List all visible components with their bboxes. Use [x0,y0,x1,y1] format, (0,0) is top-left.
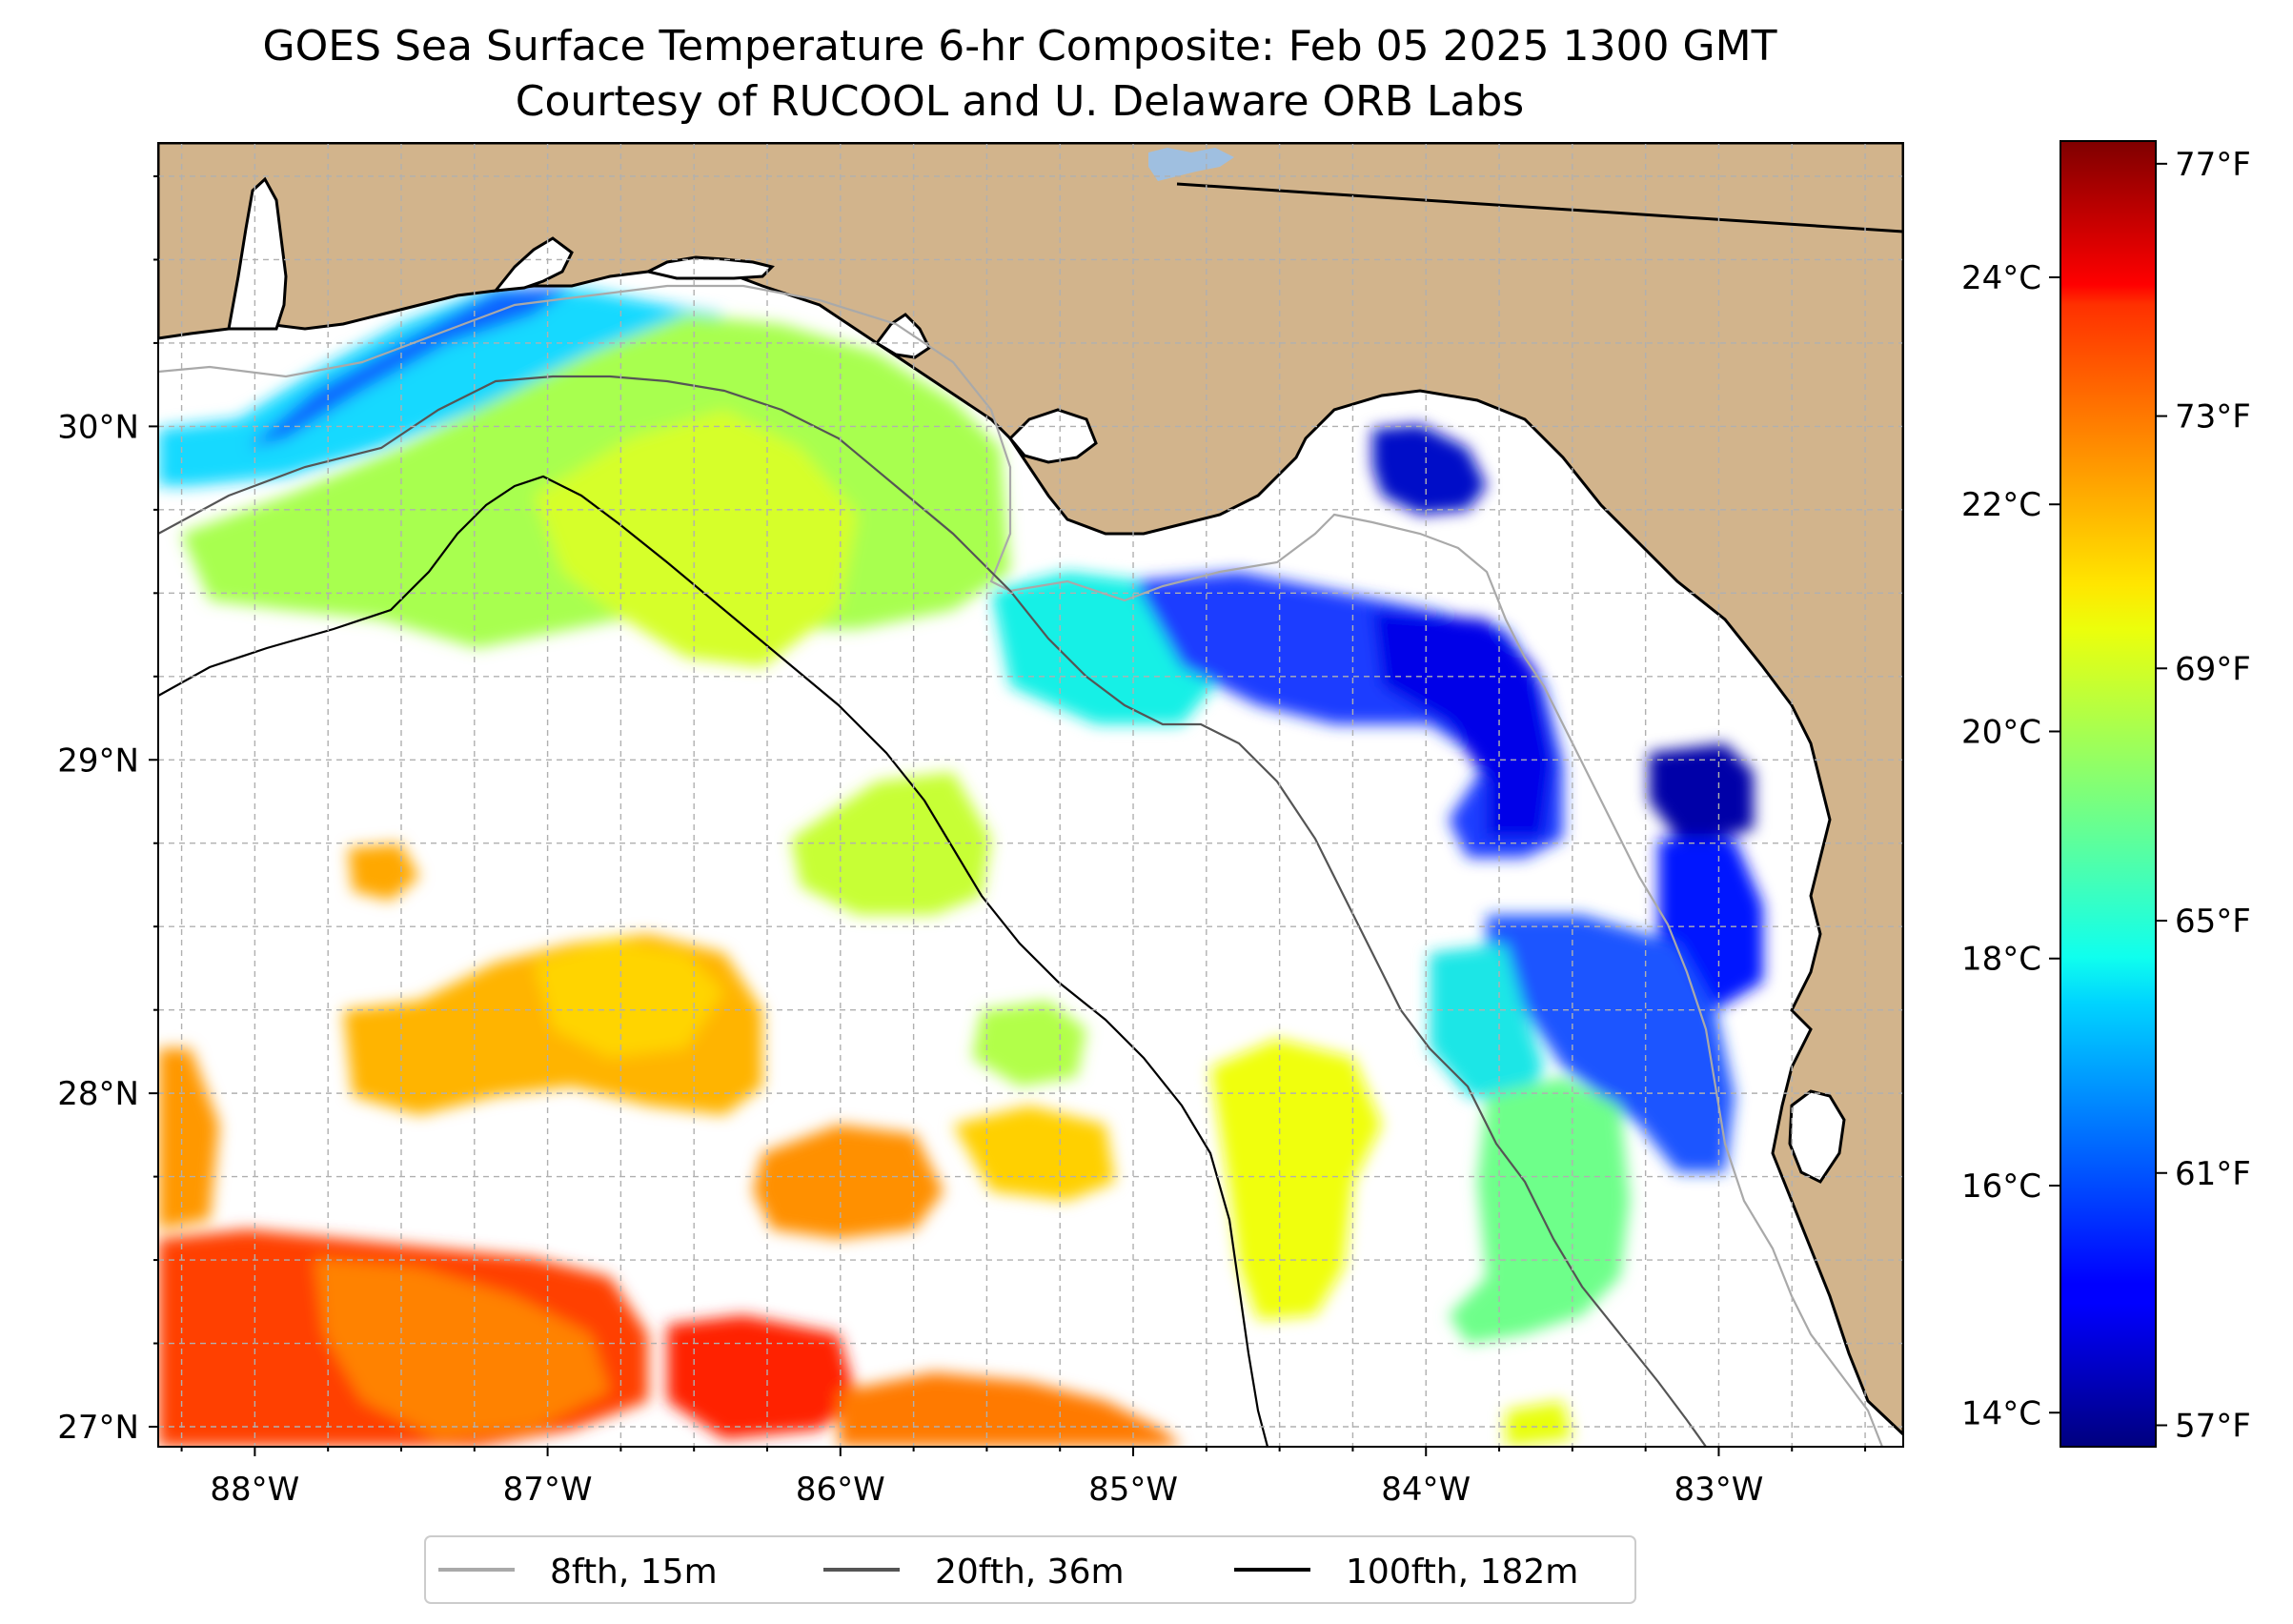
map-title-line1: GOES Sea Surface Temperature 6-hr Compos… [263,22,1777,71]
map-title-line2: Courtesy of RUCOOL and U. Delaware ORB L… [516,77,1524,126]
colorbar-celsius-label-1: 22°C [1961,486,2041,524]
colorbar-celsius-label-0: 24°C [1961,259,2041,297]
lon-tick-label-5: 83°W [1674,1471,1764,1509]
sst-patch-south-orange [753,1125,944,1239]
colorbar-celsius-label-4: 16°C [1961,1167,2041,1206]
sst-patch-small-yellow [1506,1401,1573,1447]
lat-tick-label-3: 27°N [57,1409,139,1447]
sst-patch-westfl-blue [1487,915,1735,1172]
bathymetry-contours [158,284,1884,1447]
sst-patch-tampa-cold [1649,743,1754,839]
lat-tick-label-2: 28°N [57,1075,139,1113]
mobile-bay [227,176,288,331]
lon-tick-label-4: 84°W [1381,1471,1471,1509]
sst-patch-bigbend-deep [1372,610,1553,839]
legend-label-8fth: 8fth, 15m [550,1553,718,1592]
sst-patch-south-red [667,1315,858,1439]
map-area [158,143,1903,1447]
colorbar-fahrenheit-axis: 77°F 73°F 69°F 65°F 61°F 57°F [2156,146,2251,1445]
colorbar-fahrenheit-label-3: 65°F [2175,903,2251,941]
legend-label-20fth: 20fth, 36m [935,1553,1125,1592]
sst-patch-central-greenlet [972,1001,1086,1086]
sst-patch-panhandle-yellowgreen [534,410,858,667]
lat-tick-label-0: 30°N [57,408,139,446]
latitude-axis: 30°N 29°N 28°N 27°N [57,174,158,1447]
colorbar: 24°C 22°C 20°C 18°C 16°C 14°C 77°F 73°F 69°F 65°… [1961,140,2251,1448]
map-frame [157,142,1904,1448]
colorbar-celsius-label-2: 20°C [1961,713,2041,751]
contour-100fth [158,475,1269,1447]
sst-patch-southwest-orange2 [315,1258,610,1439]
gridlines [158,143,1903,1447]
colorbar-gradient [2060,140,2157,1448]
colorbar-celsius-label-3: 18°C [1961,941,2041,979]
legend-label-100fth: 100fth, 182m [1346,1553,1578,1592]
sst-patch-westfl-cyan [1430,944,1544,1106]
lon-tick-label-0: 88°W [210,1471,299,1509]
sst-data-layer [158,286,1763,1447]
contour-8fth [158,284,1884,1447]
lake-seminole [1148,148,1234,181]
land-layer [158,143,1903,1437]
contour-legend: 8fth, 15m 20fth, 36m 100fth, 182m [424,1535,1636,1604]
colorbar-fahrenheit-label-0: 77°F [2175,146,2251,184]
pensacola-bay [492,236,574,293]
sst-patch-north-shelf-blue [248,286,572,448]
land-north-coast [158,143,1903,1437]
sst-patch-southwest-yellow [534,939,724,1058]
longitude-axis: 88°W 87°W 86°W 85°W 84°W 83°W [180,1447,1867,1509]
colorbar-celsius-label-5: 14°C [1961,1394,2041,1432]
colorbar-fahrenheit-label-4: 61°F [2175,1155,2251,1193]
state-border [1176,182,1903,233]
lon-tick-label-3: 85°W [1088,1471,1178,1509]
lat-tick-label-1: 29°N [57,741,139,780]
sst-patch-south-orange3 [839,1372,1182,1447]
sst-patch-southcentral-yellow [1210,1039,1382,1320]
legend-box [424,1535,1636,1604]
apalachicola-bay [1007,408,1098,464]
choctawhatchee-bay [643,255,775,280]
contour-20fth [158,375,1707,1447]
lon-tick-label-2: 86°W [796,1471,885,1509]
lon-tick-label-1: 87°W [503,1471,593,1509]
sst-patch-bay-cold [1372,424,1487,515]
colorbar-celsius-axis: 24°C 22°C 20°C 18°C 16°C 14°C [1961,259,2060,1432]
sst-patch-north-shelf-cyan [158,286,724,486]
colorbar-fahrenheit-label-1: 73°F [2175,398,2251,436]
colorbar-fahrenheit-label-2: 69°F [2175,650,2251,688]
colorbar-fahrenheit-label-5: 57°F [2175,1407,2251,1445]
